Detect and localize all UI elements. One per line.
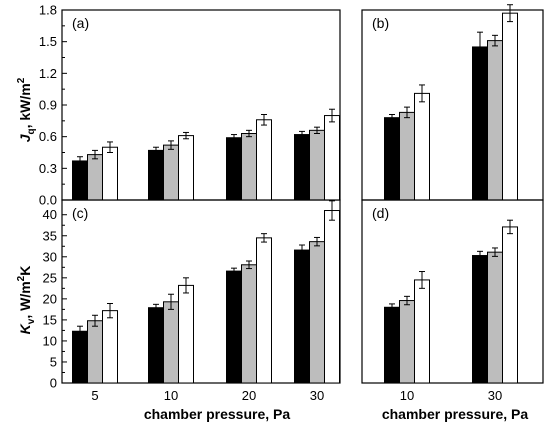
y-tick-label: 0.3 — [39, 161, 57, 176]
bar — [178, 135, 194, 201]
y-axis-title-top-sup: 2 — [16, 77, 27, 83]
bar — [102, 310, 118, 384]
chart-panel: (d) 10 30 — [361, 199, 544, 403]
bar — [294, 134, 310, 201]
bar — [241, 264, 257, 384]
y-axis-title-top: Jq, kW/m2 — [16, 77, 37, 142]
y-tick-label: 1.5 — [39, 34, 57, 49]
y-axis-title-bottom-rest: , W/m — [17, 281, 33, 318]
bar — [226, 270, 242, 384]
y-tick-label: 15 — [43, 312, 57, 327]
y-axis-title-top-rest: , kW/m — [17, 83, 33, 128]
x-tick-label: 5 — [91, 388, 98, 403]
chart-panel: (b) — [361, 4, 544, 201]
bar — [414, 92, 430, 201]
chart-panel: (c) 0 5 10 15 20 25 30 35 40 5 10 20 30 — [43, 199, 341, 403]
panel-label: (a) — [72, 15, 89, 31]
bar — [309, 241, 325, 384]
y-tick-label: 0.0 — [39, 193, 57, 208]
bar — [502, 12, 518, 201]
bar — [487, 40, 503, 201]
bar — [502, 226, 518, 384]
bar — [256, 119, 272, 201]
bar — [72, 330, 88, 384]
y-tick-label: 20 — [43, 291, 57, 306]
x-axis-title-right: chamber pressure, Pa — [382, 406, 529, 422]
y-axis-title-bottom: Kv, W/m2K — [16, 266, 37, 335]
panel-label: (d) — [372, 205, 389, 221]
bar — [226, 137, 242, 201]
bar — [72, 160, 88, 201]
y-tick-label: 25 — [43, 270, 57, 285]
bar — [87, 320, 103, 384]
bar — [148, 307, 164, 384]
bar — [163, 144, 179, 201]
y-axis-title-bottom-sub: v — [26, 318, 37, 324]
y-tick-label: 40 — [43, 207, 57, 222]
x-tick-label: 10 — [400, 388, 414, 403]
x-tick-label: 20 — [242, 388, 256, 403]
y-tick-label: 5 — [50, 354, 57, 369]
y-axis-title-top-sub: q — [26, 128, 37, 134]
bar — [384, 306, 400, 384]
bar — [309, 129, 325, 201]
bar — [472, 46, 488, 201]
bar — [487, 251, 503, 384]
chart-panel: (a) 0.0 0.3 0.6 0.9 1.2 1.5 1.8 — [39, 3, 341, 208]
bar — [414, 279, 430, 384]
chart-panels: (a) 0.0 0.3 0.6 0.9 1.2 1.5 1.8 (b) (c) 0 5 10 15 20 25… — [39, 3, 544, 403]
bar — [256, 237, 272, 384]
y-axis-title-bottom-main: K — [17, 323, 33, 334]
bar — [87, 154, 103, 201]
bar — [178, 284, 194, 384]
bar — [324, 210, 340, 384]
x-tick-label: 30 — [310, 388, 324, 403]
bar — [472, 255, 488, 384]
y-tick-label: 30 — [43, 249, 57, 264]
bar — [399, 111, 415, 201]
bar — [163, 301, 179, 384]
panel-frame — [361, 199, 544, 384]
x-axis-title-left: chamber pressure, Pa — [144, 406, 291, 422]
y-tick-label: 1.8 — [39, 3, 57, 18]
y-tick-label: 0.6 — [39, 129, 57, 144]
bar — [384, 117, 400, 201]
y-tick-label: 0.9 — [39, 98, 57, 113]
y-axis-title-bottom-sup: 2 — [16, 275, 27, 281]
bar — [294, 249, 310, 384]
y-tick-label: 10 — [43, 333, 57, 348]
x-tick-label: 10 — [164, 388, 178, 403]
bar — [148, 149, 164, 201]
bar — [399, 300, 415, 384]
panel-label: (c) — [72, 205, 88, 221]
x-tick-label: 30 — [488, 388, 502, 403]
y-axis-title-top-main: J — [17, 133, 33, 142]
y-axis-title-bottom-tail: K — [17, 266, 33, 276]
bar — [241, 133, 257, 201]
bar — [102, 146, 118, 201]
y-tick-label: 0 — [50, 376, 57, 391]
y-tick-label: 35 — [43, 228, 57, 243]
panel-label: (b) — [372, 15, 389, 31]
bar — [324, 115, 340, 201]
y-tick-label: 1.2 — [39, 66, 57, 81]
